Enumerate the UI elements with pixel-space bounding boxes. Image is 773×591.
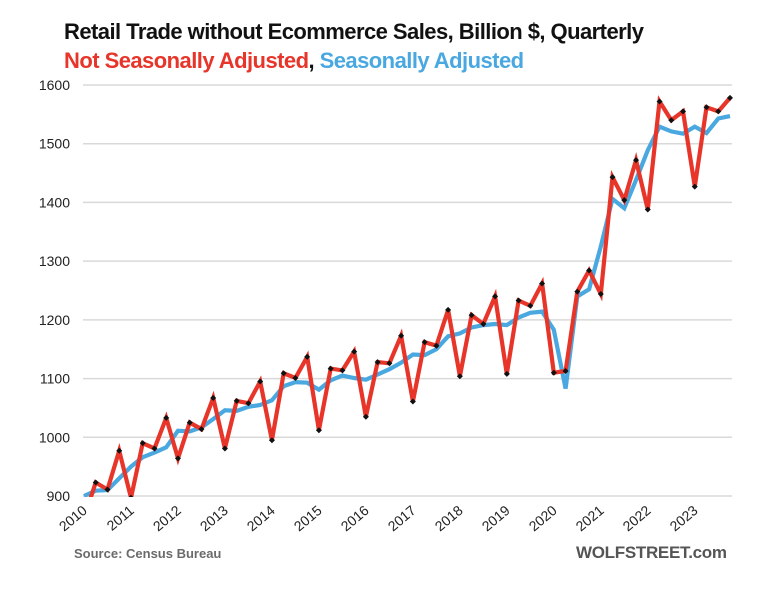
data-point-marker [386,360,393,367]
data-point-marker [527,302,534,309]
x-tick-label: 2011 [104,502,138,534]
data-point-marker [668,117,675,124]
x-axis: 2010 2011 2012 2013 2014 2015 2016 2017 2018 2019… [56,502,701,534]
y-tick-label: 1000 [39,429,70,445]
data-point-marker [656,98,663,105]
data-point-marker [163,414,170,421]
data-point-marker [621,197,628,204]
data-point-marker [221,445,228,452]
data-point-marker [327,365,334,372]
brand-watermark: WOLFSTREET.com [576,543,727,562]
data-point-marker [292,374,299,381]
data-point-marker [128,494,134,497]
data-point-marker [245,400,252,407]
data-point-marker [104,486,111,493]
data-point-marker [304,353,311,360]
y-tick-label: 1100 [40,371,70,387]
series-group [83,94,733,497]
x-tick-label: 2023 [667,502,701,534]
data-point-marker [398,332,405,339]
data-point-marker [456,373,463,380]
x-tick-label: 2021 [573,502,607,534]
x-tick-label: 2014 [244,502,278,534]
data-point-marker [151,445,158,452]
data-point-marker [715,108,722,115]
data-point-marker [586,267,593,274]
x-tick-label: 2012 [150,502,184,534]
y-axis: 900 1000 1100 1200 1300 1400 1500 1600 [39,77,70,504]
data-point-marker [574,288,581,295]
x-tick-label: 2016 [338,502,372,534]
y-tick-label: 1300 [39,253,70,269]
data-point-marker [409,398,416,405]
y-tick-label: 1500 [39,136,70,152]
data-point-marker [550,369,557,376]
data-point-marker [492,293,499,300]
y-tick-label: 900 [47,488,71,504]
x-tick-label: 2018 [432,502,466,534]
data-point-marker [562,367,569,374]
chart-title: Retail Trade without Ecommerce Sales, Bi… [64,19,644,44]
data-point-marker [198,426,205,433]
data-point-marker [468,312,475,319]
legend-separator: , [308,48,315,73]
data-point-marker [421,339,428,346]
data-point-marker [92,479,99,486]
data-point-marker [644,206,651,213]
data-point-marker [174,455,181,462]
chart-subtitle: Not Seasonally Adjusted, Seasonally Adju… [64,48,524,74]
data-point-marker [233,397,240,404]
data-point-marker [339,367,346,374]
data-point-marker [374,359,381,366]
x-tick-label: 2019 [479,502,513,534]
data-point-marker [362,413,369,420]
data-point-marker [139,440,146,447]
data-point-marker [257,378,264,385]
data-point-marker [703,104,710,111]
x-tick-label: 2010 [56,502,90,534]
x-tick-label: 2022 [620,502,654,534]
data-point-marker [680,108,687,115]
data-point-marker [280,370,287,377]
legend-nsa-label: Not Seasonally Adjusted [64,48,309,73]
data-point-marker [351,348,358,355]
y-tick-label: 1400 [39,194,70,210]
x-tick-label: 2017 [385,502,419,534]
data-point-marker [515,297,522,304]
data-point-marker [268,437,275,444]
data-point-marker [433,342,440,349]
legend-sa-label: Seasonally Adjusted [319,48,524,73]
data-point-marker [210,394,217,401]
data-point-marker [691,183,698,190]
y-tick-label: 1200 [39,312,70,328]
data-point-marker [727,94,733,101]
data-point-marker [480,320,487,327]
x-tick-label: 2013 [197,502,231,534]
data-point-marker [315,427,322,434]
gridlines [83,84,732,497]
data-point-marker [186,419,193,426]
data-point-marker [116,447,123,454]
series-line-not-seasonally-adjusted [88,95,732,497]
data-point-marker [503,370,510,377]
data-point-marker [445,306,452,313]
x-tick-label: 2015 [291,502,325,534]
data-point-marker [597,291,604,298]
data-point-marker [633,157,640,164]
data-point-marker [539,280,546,287]
x-tick-label: 2020 [526,502,560,534]
y-tick-label: 1600 [39,77,70,93]
data-point-marker [609,174,616,181]
source-note: Source: Census Bureau [74,546,222,561]
